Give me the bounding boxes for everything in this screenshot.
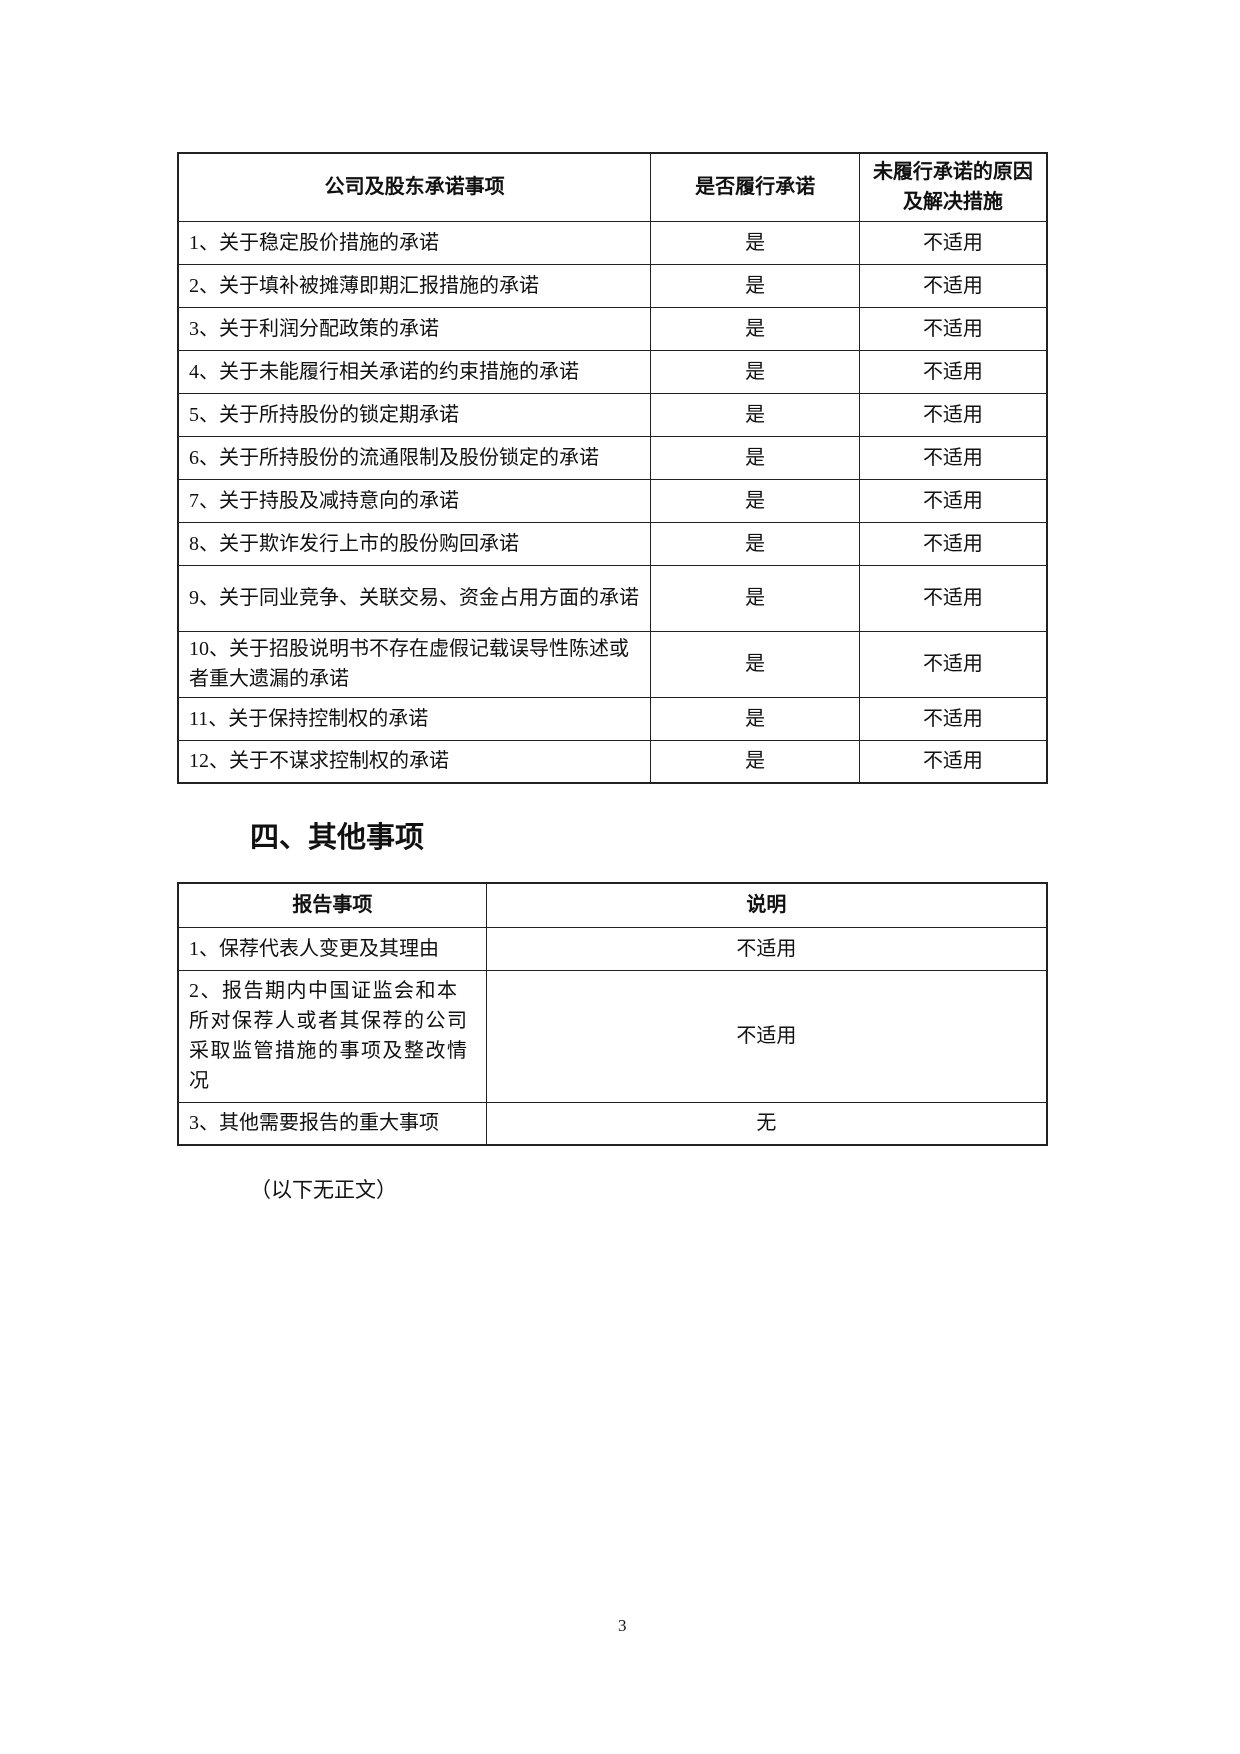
table-row: 2、关于填补被摊薄即期汇报措施的承诺是不适用 [177,263,1048,308]
table-row: 7、关于持股及减持意向的承诺是不适用 [177,478,1048,523]
commitments-table: 公司及股东承诺事项 是否履行承诺 未履行承诺的原因及解决措施 1、关于稳定股价措… [177,152,1048,784]
commitment-item: 12、关于不谋求控制权的承诺 [177,739,652,784]
fulfilled-status: 是 [650,435,860,480]
column-header: 公司及股东承诺事项 [177,152,652,222]
commitment-item: 4、关于未能履行相关承诺的约束措施的承诺 [177,349,652,394]
table-row: 9、关于同业竞争、关联交易、资金占用方面的承诺是不适用 [177,564,1048,632]
reason-measures: 不适用 [858,478,1048,523]
end-note: （以下无正文） [250,1178,397,1202]
table-row: 1、保荐代表人变更及其理由 不适用 [177,926,1048,971]
reason-measures: 不适用 [858,435,1048,480]
reason-measures: 不适用 [858,739,1048,784]
table-row: 8、关于欺诈发行上市的股份购回承诺是不适用 [177,521,1048,566]
column-header: 是否履行承诺 [650,152,860,222]
commitment-item: 9、关于同业竞争、关联交易、资金占用方面的承诺 [177,564,652,632]
commitment-item: 3、关于利润分配政策的承诺 [177,306,652,351]
reason-measures: 不适用 [858,306,1048,351]
table-row: 4、关于未能履行相关承诺的约束措施的承诺是不适用 [177,349,1048,394]
fulfilled-status: 是 [650,521,860,566]
table-row: 6、关于所持股份的流通限制及股份锁定的承诺是不适用 [177,435,1048,480]
table-row: 3、关于利润分配政策的承诺是不适用 [177,306,1048,351]
commitment-item: 7、关于持股及减持意向的承诺 [177,478,652,523]
fulfilled-status: 是 [650,564,860,632]
table-row: 2、报告期内中国证监会和本所对保荐人或者其保荐的公司采取监管措施的事项及整改情况… [177,969,1048,1103]
commitment-item: 5、关于所持股份的锁定期承诺 [177,392,652,437]
description: 不适用 [485,969,1048,1103]
fulfilled-status: 是 [650,263,860,308]
fulfilled-status: 是 [650,739,860,784]
section-heading: 四、其他事项 [250,822,425,854]
fulfilled-status: 是 [650,392,860,437]
fulfilled-status: 是 [650,478,860,523]
fulfilled-status: 是 [650,220,860,265]
fulfilled-status: 是 [650,630,860,698]
report-item: 2、报告期内中国证监会和本所对保荐人或者其保荐的公司采取监管措施的事项及整改情况 [177,969,487,1103]
reason-measures: 不适用 [858,630,1048,698]
commitment-item: 10、关于招股说明书不存在虚假记载误导性陈述或者重大遗漏的承诺 [177,630,652,698]
fulfilled-status: 是 [650,696,860,741]
reason-measures: 不适用 [858,349,1048,394]
page-number: 3 [618,1616,627,1635]
commitment-item: 1、关于稳定股价措施的承诺 [177,220,652,265]
table-row: 12、关于不谋求控制权的承诺是不适用 [177,739,1048,784]
table-header-row: 公司及股东承诺事项 是否履行承诺 未履行承诺的原因及解决措施 [177,152,1048,222]
fulfilled-status: 是 [650,349,860,394]
reason-measures: 不适用 [858,263,1048,308]
table-row: 5、关于所持股份的锁定期承诺是不适用 [177,392,1048,437]
description: 无 [485,1101,1048,1146]
table-row: 10、关于招股说明书不存在虚假记载误导性陈述或者重大遗漏的承诺是不适用 [177,630,1048,698]
report-item: 3、其他需要报告的重大事项 [177,1101,487,1146]
other-matters-table: 报告事项 说明 1、保荐代表人变更及其理由 不适用 2、报告期内中国证监会和本所对保… [177,882,1048,1146]
table-row: 1、关于稳定股价措施的承诺是不适用 [177,220,1048,265]
reason-measures: 不适用 [858,564,1048,632]
commitment-item: 11、关于保持控制权的承诺 [177,696,652,741]
column-header: 说明 [485,882,1048,928]
table-header-row: 报告事项 说明 [177,882,1048,928]
reason-measures: 不适用 [858,521,1048,566]
commitment-item: 2、关于填补被摊薄即期汇报措施的承诺 [177,263,652,308]
reason-measures: 不适用 [858,696,1048,741]
table-row: 3、其他需要报告的重大事项无 [177,1101,1048,1146]
report-item: 1、保荐代表人变更及其理由 [177,926,487,971]
reason-measures: 不适用 [858,392,1048,437]
fulfilled-status: 是 [650,306,860,351]
reason-measures: 不适用 [858,220,1048,265]
column-header: 报告事项 [177,882,487,928]
column-header: 未履行承诺的原因及解决措施 [858,152,1048,222]
table-row: 11、关于保持控制权的承诺是不适用 [177,696,1048,741]
description: 不适用 [485,926,1048,971]
commitment-item: 8、关于欺诈发行上市的股份购回承诺 [177,521,652,566]
commitment-item: 6、关于所持股份的流通限制及股份锁定的承诺 [177,435,652,480]
